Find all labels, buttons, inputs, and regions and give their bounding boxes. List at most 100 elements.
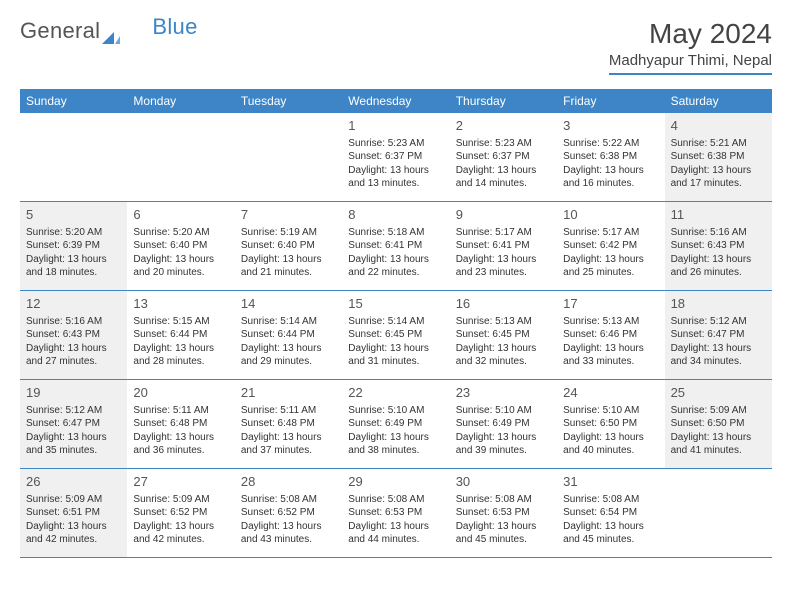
calendar-day: 16 Sunrise: 5:13 AMSunset: 6:45 PMDayligh… xyxy=(450,291,557,379)
day-number: 26 xyxy=(26,473,121,491)
calendar-day: 29 Sunrise: 5:08 AMSunset: 6:53 PMDayligh… xyxy=(342,469,449,557)
day-number: 6 xyxy=(133,206,228,224)
day-info: Sunrise: 5:08 AMSunset: 6:53 PMDaylight:… xyxy=(456,493,551,547)
day-info: Sunrise: 5:20 AMSunset: 6:39 PMDaylight:… xyxy=(26,226,121,280)
calendar-day: 19 Sunrise: 5:12 AMSunset: 6:47 PMDayligh… xyxy=(20,380,127,468)
calendar-day xyxy=(235,113,342,201)
calendar-day: 22 Sunrise: 5:10 AMSunset: 6:49 PMDayligh… xyxy=(342,380,449,468)
day-info: Sunrise: 5:17 AMSunset: 6:41 PMDaylight:… xyxy=(456,226,551,280)
calendar-day xyxy=(127,113,234,201)
day-number: 12 xyxy=(26,295,121,313)
calendar-day: 7 Sunrise: 5:19 AMSunset: 6:40 PMDaylight… xyxy=(235,202,342,290)
calendar-day xyxy=(665,469,772,557)
weekday-header: Thursday xyxy=(450,89,557,113)
location: Madhyapur Thimi, Nepal xyxy=(609,52,772,75)
calendar-week: 12Sunrise: 5:16 AMSunset: 6:43 PMDayligh… xyxy=(20,291,772,380)
day-number: 29 xyxy=(348,473,443,491)
day-info: Sunrise: 5:13 AMSunset: 6:45 PMDaylight:… xyxy=(456,315,551,369)
weekday-header: Sunday xyxy=(20,89,127,113)
calendar-day: 2 Sunrise: 5:23 AMSunset: 6:37 PMDaylight… xyxy=(450,113,557,201)
day-info: Sunrise: 5:12 AMSunset: 6:47 PMDaylight:… xyxy=(671,315,766,369)
weekday-header: Monday xyxy=(127,89,234,113)
day-number: 2 xyxy=(456,117,551,135)
calendar-day: 18 Sunrise: 5:12 AMSunset: 6:47 PMDayligh… xyxy=(665,291,772,379)
day-number: 5 xyxy=(26,206,121,224)
day-number: 10 xyxy=(563,206,658,224)
day-number: 13 xyxy=(133,295,228,313)
day-info: Sunrise: 5:18 AMSunset: 6:41 PMDaylight:… xyxy=(348,226,443,280)
day-info: Sunrise: 5:14 AMSunset: 6:44 PMDaylight:… xyxy=(241,315,336,369)
calendar-day: 21Sunrise: 5:11 AMSunset: 6:48 PMDayligh… xyxy=(235,380,342,468)
calendar-day: 31Sunrise: 5:08 AMSunset: 6:54 PMDayligh… xyxy=(557,469,664,557)
calendar-day: 14 Sunrise: 5:14 AMSunset: 6:44 PMDayligh… xyxy=(235,291,342,379)
title-block: May 2024 Madhyapur Thimi, Nepal xyxy=(609,18,772,75)
weekday-header-row: SundayMondayTuesdayWednesdayThursdayFrid… xyxy=(20,89,772,113)
day-info: Sunrise: 5:12 AMSunset: 6:47 PMDaylight:… xyxy=(26,404,121,458)
calendar-day: 17 Sunrise: 5:13 AMSunset: 6:46 PMDayligh… xyxy=(557,291,664,379)
calendar-day: 6 Sunrise: 5:20 AMSunset: 6:40 PMDaylight… xyxy=(127,202,234,290)
day-info: Sunrise: 5:10 AMSunset: 6:50 PMDaylight:… xyxy=(563,404,658,458)
day-number: 19 xyxy=(26,384,121,402)
weekday-header: Saturday xyxy=(665,89,772,113)
calendar-day: 8Sunrise: 5:18 AMSunset: 6:41 PMDaylight… xyxy=(342,202,449,290)
day-info: Sunrise: 5:09 AMSunset: 6:50 PMDaylight:… xyxy=(671,404,766,458)
day-info: Sunrise: 5:10 AMSunset: 6:49 PMDaylight:… xyxy=(456,404,551,458)
day-number: 14 xyxy=(241,295,336,313)
calendar-weeks: 1 Sunrise: 5:23 AMSunset: 6:37 PMDaylight… xyxy=(20,113,772,558)
day-info: Sunrise: 5:08 AMSunset: 6:52 PMDaylight:… xyxy=(241,493,336,547)
day-number: 11 xyxy=(671,206,766,224)
calendar-day: 9 Sunrise: 5:17 AMSunset: 6:41 PMDaylight… xyxy=(450,202,557,290)
day-info: Sunrise: 5:17 AMSunset: 6:42 PMDaylight:… xyxy=(563,226,658,280)
weekday-header: Tuesday xyxy=(235,89,342,113)
day-info: Sunrise: 5:19 AMSunset: 6:40 PMDaylight:… xyxy=(241,226,336,280)
calendar-week: 19 Sunrise: 5:12 AMSunset: 6:47 PMDayligh… xyxy=(20,380,772,469)
logo-sail-icon xyxy=(102,24,120,38)
weekday-header: Wednesday xyxy=(342,89,449,113)
calendar-week: 1 Sunrise: 5:23 AMSunset: 6:37 PMDaylight… xyxy=(20,113,772,202)
calendar-day: 30Sunrise: 5:08 AMSunset: 6:53 PMDayligh… xyxy=(450,469,557,557)
day-info: Sunrise: 5:10 AMSunset: 6:49 PMDaylight:… xyxy=(348,404,443,458)
day-number: 23 xyxy=(456,384,551,402)
day-info: Sunrise: 5:15 AMSunset: 6:44 PMDaylight:… xyxy=(133,315,228,369)
calendar-week: 26 Sunrise: 5:09 AMSunset: 6:51 PMDayligh… xyxy=(20,469,772,558)
day-info: Sunrise: 5:08 AMSunset: 6:53 PMDaylight:… xyxy=(348,493,443,547)
month-title: May 2024 xyxy=(609,18,772,50)
logo-text-general: General xyxy=(20,18,100,44)
logo-text-blue: Blue xyxy=(152,14,197,40)
calendar: SundayMondayTuesdayWednesdayThursdayFrid… xyxy=(20,89,772,558)
day-number: 21 xyxy=(241,384,336,402)
calendar-day: 27 Sunrise: 5:09 AMSunset: 6:52 PMDayligh… xyxy=(127,469,234,557)
day-info: Sunrise: 5:14 AMSunset: 6:45 PMDaylight:… xyxy=(348,315,443,369)
day-number: 16 xyxy=(456,295,551,313)
calendar-day: 28 Sunrise: 5:08 AMSunset: 6:52 PMDayligh… xyxy=(235,469,342,557)
day-number: 4 xyxy=(671,117,766,135)
day-info: Sunrise: 5:20 AMSunset: 6:40 PMDaylight:… xyxy=(133,226,228,280)
day-number: 9 xyxy=(456,206,551,224)
calendar-day: 11Sunrise: 5:16 AMSunset: 6:43 PMDayligh… xyxy=(665,202,772,290)
weekday-header: Friday xyxy=(557,89,664,113)
day-number: 22 xyxy=(348,384,443,402)
day-number: 7 xyxy=(241,206,336,224)
day-info: Sunrise: 5:13 AMSunset: 6:46 PMDaylight:… xyxy=(563,315,658,369)
calendar-day: 15 Sunrise: 5:14 AMSunset: 6:45 PMDayligh… xyxy=(342,291,449,379)
calendar-day: 23 Sunrise: 5:10 AMSunset: 6:49 PMDayligh… xyxy=(450,380,557,468)
day-number: 24 xyxy=(563,384,658,402)
calendar-day: 3Sunrise: 5:22 AMSunset: 6:38 PMDaylight… xyxy=(557,113,664,201)
calendar-day: 26 Sunrise: 5:09 AMSunset: 6:51 PMDayligh… xyxy=(20,469,127,557)
header: General Blue May 2024 Madhyapur Thimi, N… xyxy=(20,18,772,75)
calendar-day: 24 Sunrise: 5:10 AMSunset: 6:50 PMDayligh… xyxy=(557,380,664,468)
day-number: 17 xyxy=(563,295,658,313)
day-info: Sunrise: 5:23 AMSunset: 6:37 PMDaylight:… xyxy=(456,137,551,191)
day-number: 31 xyxy=(563,473,658,491)
day-number: 15 xyxy=(348,295,443,313)
calendar-day: 13 Sunrise: 5:15 AMSunset: 6:44 PMDayligh… xyxy=(127,291,234,379)
day-number: 18 xyxy=(671,295,766,313)
day-number: 27 xyxy=(133,473,228,491)
calendar-day: 5 Sunrise: 5:20 AMSunset: 6:39 PMDaylight… xyxy=(20,202,127,290)
day-number: 1 xyxy=(348,117,443,135)
day-info: Sunrise: 5:09 AMSunset: 6:51 PMDaylight:… xyxy=(26,493,121,547)
day-number: 28 xyxy=(241,473,336,491)
day-info: Sunrise: 5:09 AMSunset: 6:52 PMDaylight:… xyxy=(133,493,228,547)
calendar-day: 4Sunrise: 5:21 AMSunset: 6:38 PMDaylight… xyxy=(665,113,772,201)
calendar-week: 5 Sunrise: 5:20 AMSunset: 6:39 PMDaylight… xyxy=(20,202,772,291)
